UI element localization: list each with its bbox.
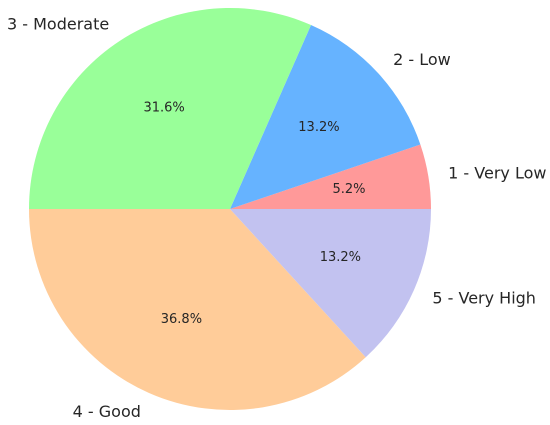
category-label-4-good: 4 - Good bbox=[73, 402, 141, 421]
pie-slices bbox=[29, 8, 431, 410]
pie-slice-4-good bbox=[29, 209, 366, 410]
pct-label-4-good: 36.8% bbox=[161, 312, 202, 327]
pct-label-5-very-high: 13.2% bbox=[320, 250, 361, 265]
category-label-3-moderate: 3 - Moderate bbox=[7, 14, 109, 33]
category-label-1-very-low: 1 - Very Low bbox=[448, 164, 546, 183]
category-label-2-low: 2 - Low bbox=[393, 50, 451, 69]
pie-slice-1-very-low bbox=[230, 144, 431, 209]
category-labels: 1 - Very Low 2 - Low 3 - Moderate 4 - Good 5… bbox=[7, 14, 546, 421]
pie-slice-3-moderate bbox=[29, 8, 311, 209]
pct-label-1-very-low: 5.2% bbox=[332, 182, 365, 197]
pie-slice-2-low bbox=[230, 25, 421, 209]
pct-label-2-low: 13.2% bbox=[298, 120, 339, 135]
pct-label-3-moderate: 31.6% bbox=[143, 100, 184, 115]
percentage-labels: 5.2% 13.2% 31.6% 36.8% 13.2% bbox=[143, 100, 365, 326]
category-label-5-very-high: 5 - Very High bbox=[432, 289, 536, 308]
pie-slice-5-very-high bbox=[230, 209, 431, 358]
